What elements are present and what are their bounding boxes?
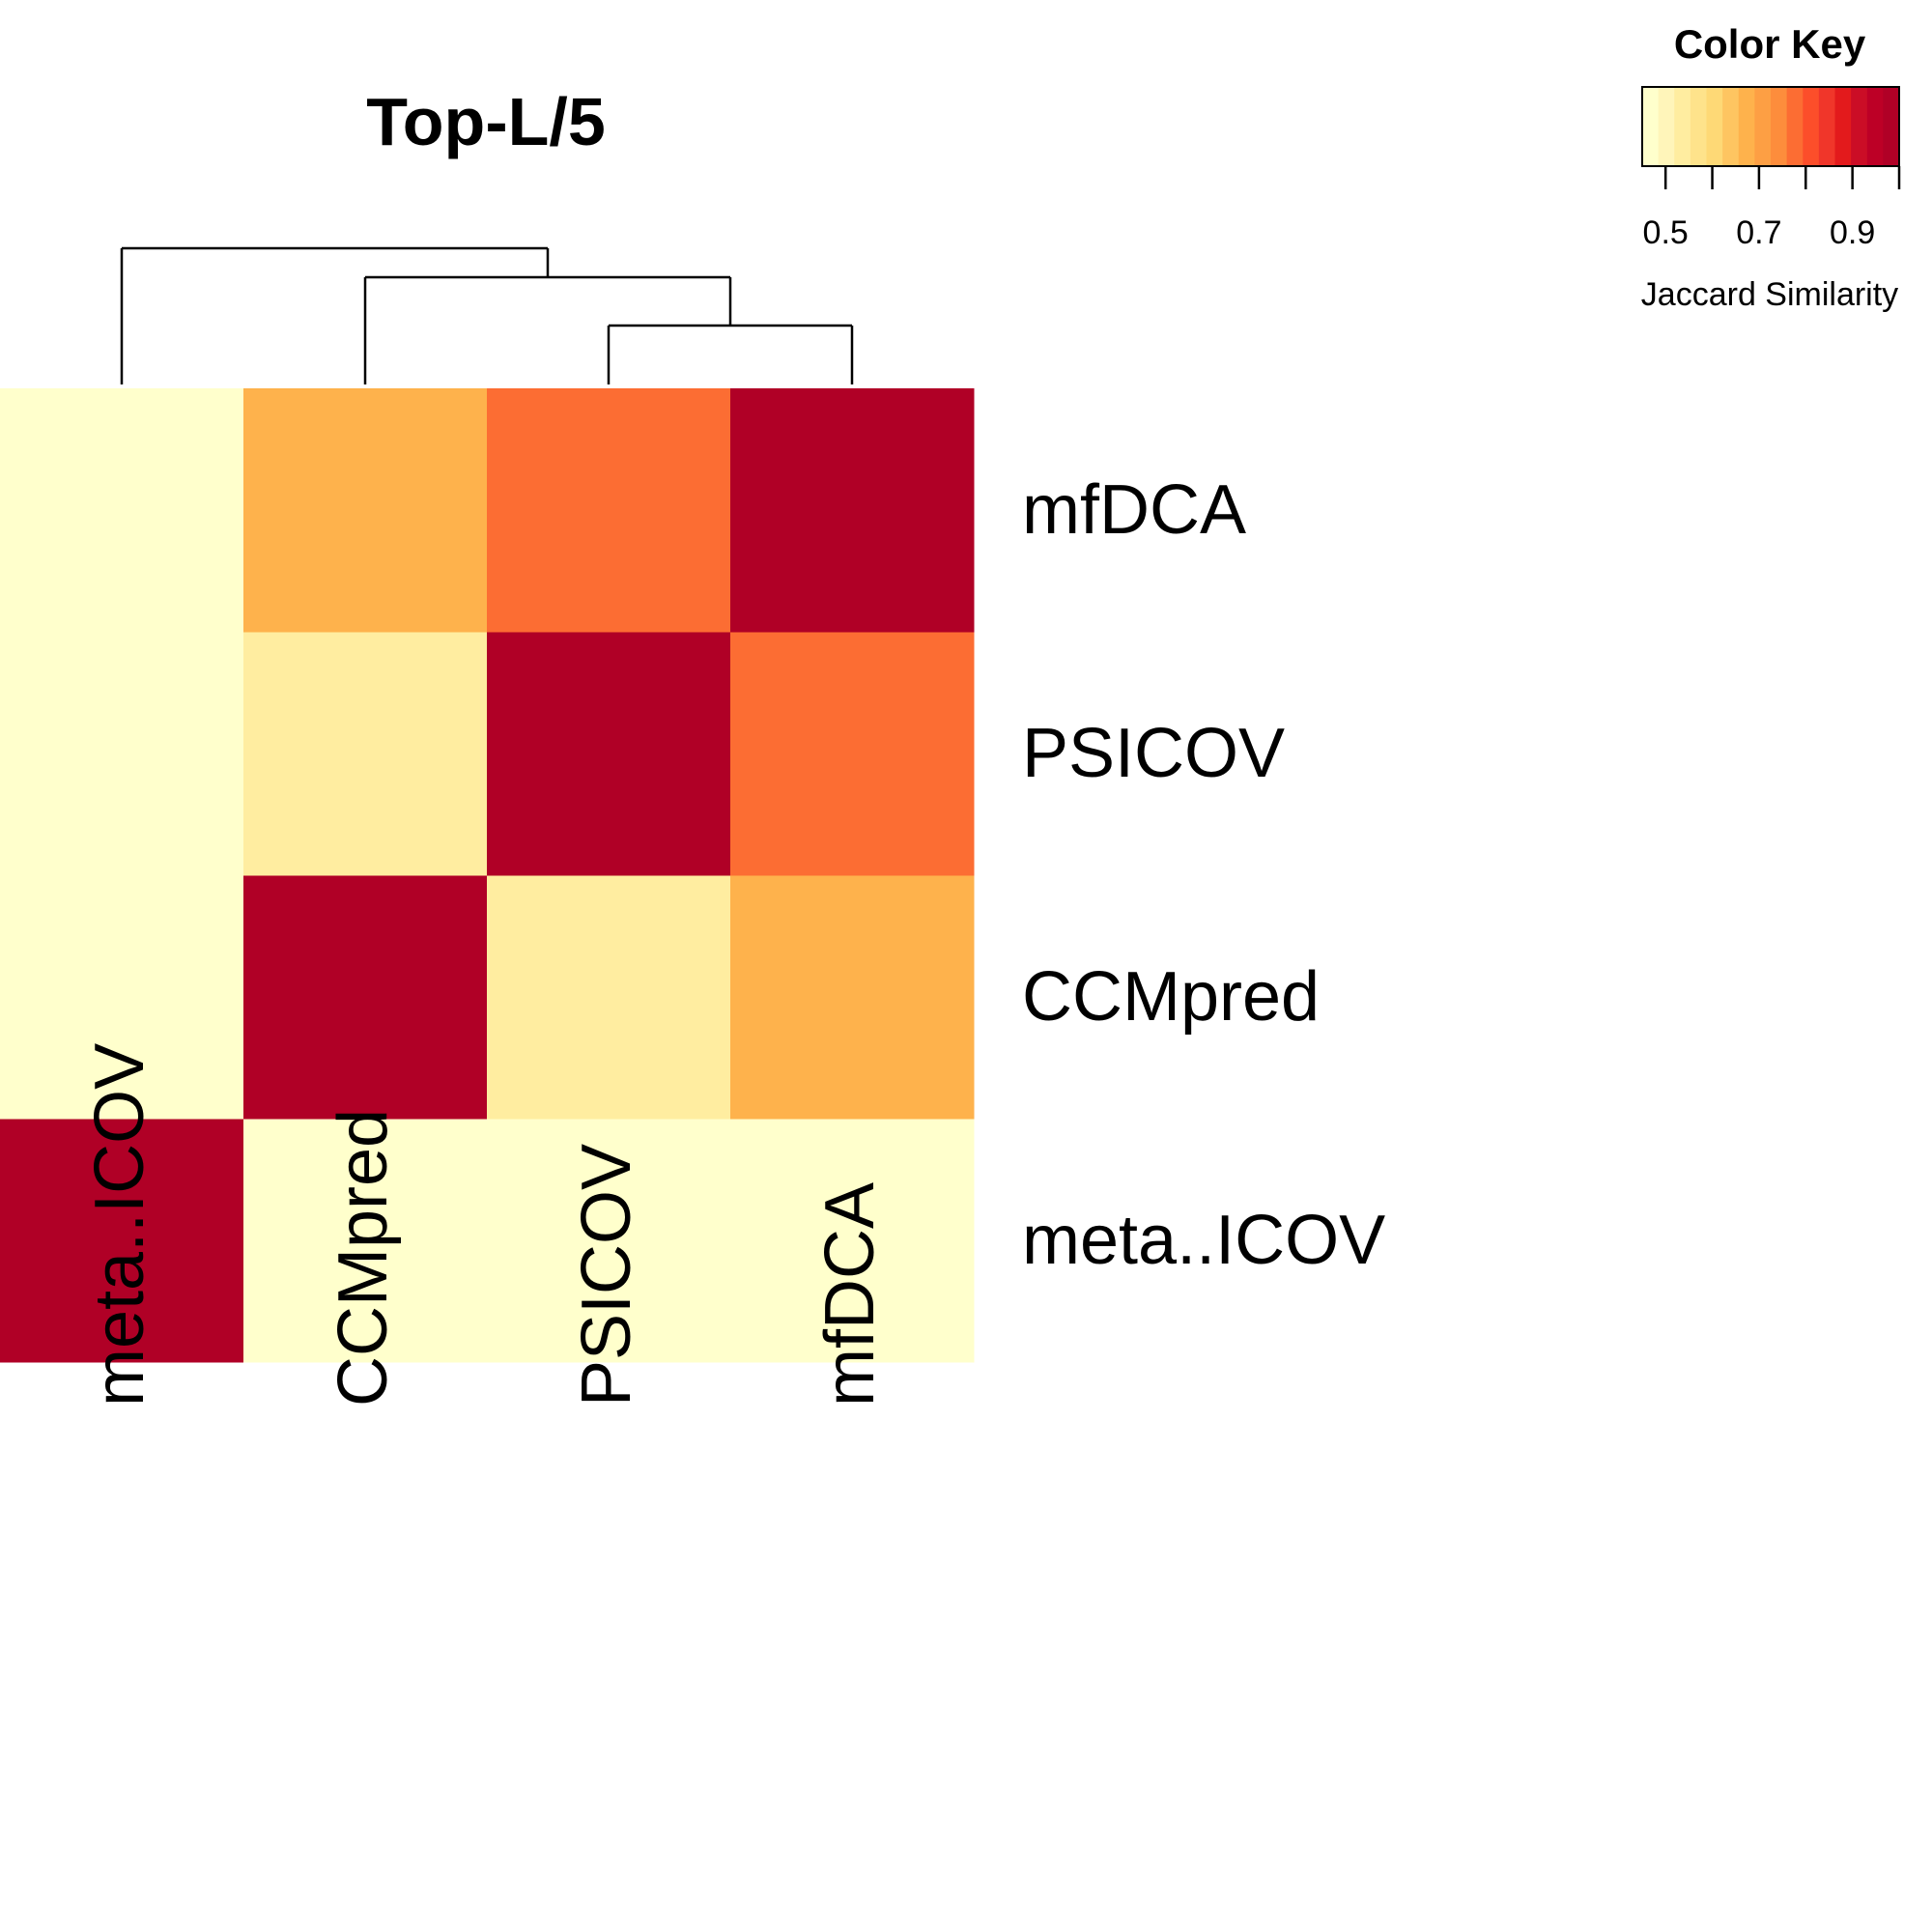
color-key-swatch xyxy=(1738,87,1755,166)
heatmap-cell-0-0 xyxy=(0,1119,244,1363)
heatmap-cell-2-1 xyxy=(243,632,488,876)
heatmap-cell-3-0 xyxy=(0,388,244,633)
color-key-swatch xyxy=(1786,87,1804,166)
column-label: meta..ICOV xyxy=(81,1043,158,1406)
row-label: PSICOV xyxy=(1022,715,1285,792)
color-key-swatch xyxy=(1642,87,1660,166)
heatmap-cell-2-3 xyxy=(730,632,975,876)
color-key-swatch xyxy=(1866,87,1884,166)
color-key: Color Key 0.5 0.7 0.9 Jaccard Similarity xyxy=(1641,21,1901,313)
heatmap-cell-3-1 xyxy=(243,388,488,633)
column-label: mfDCA xyxy=(811,1182,889,1406)
color-key-ticks: 0.5 0.7 0.9 xyxy=(1643,166,1901,251)
color-key-xlabel: Jaccard Similarity xyxy=(1641,276,1898,313)
row-label: CCMpred xyxy=(1022,958,1320,1036)
color-key-tick-label: 0.5 xyxy=(1643,214,1689,251)
color-key-swatch xyxy=(1706,87,1723,166)
heatmap-cell-1-1 xyxy=(243,875,488,1120)
color-key-swatch xyxy=(1851,87,1868,166)
heatmap-cell-0-3 xyxy=(730,1119,975,1363)
heatmap-cell-0-1 xyxy=(243,1119,488,1363)
row-label: mfDCA xyxy=(1022,471,1246,549)
heatmap-cell-2-0 xyxy=(0,632,244,876)
color-key-swatch xyxy=(1754,87,1772,166)
heatmap-cell-1-0 xyxy=(0,875,244,1120)
color-key-swatch xyxy=(1834,87,1852,166)
color-key-swatch xyxy=(1722,87,1740,166)
heatmap-cell-1-3 xyxy=(730,875,975,1120)
color-key-swatch xyxy=(1818,87,1835,166)
column-dendrogram xyxy=(120,246,854,384)
color-key-frame xyxy=(1641,86,1900,167)
column-label: CCMpred xyxy=(325,1109,402,1406)
row-label: meta..ICOV xyxy=(1022,1202,1385,1279)
heatmap-cell-2-2 xyxy=(487,632,731,876)
color-key-tick-label: 0.7 xyxy=(1736,214,1781,251)
color-key-swatch xyxy=(1690,87,1707,166)
color-key-swatch xyxy=(1771,87,1788,166)
heatmap-cell-3-2 xyxy=(487,388,731,633)
color-key-swatch xyxy=(1883,87,1900,166)
color-key-swatches xyxy=(1642,87,1900,166)
color-key-swatch xyxy=(1803,87,1820,166)
row-labels: meta..ICOV CCMpred PSICOV mfDCA xyxy=(1022,471,1385,1279)
heatmap-cell-3-3 xyxy=(730,388,975,633)
color-key-swatch xyxy=(1674,87,1691,166)
chart-title: Top-L/5 xyxy=(366,84,606,159)
color-key-swatch xyxy=(1658,87,1675,166)
heatmap-cells xyxy=(0,388,975,1363)
column-labels: meta..ICOV CCMpred PSICOV mfDCA xyxy=(81,1043,889,1406)
heatmap-cell-1-2 xyxy=(487,875,731,1120)
color-key-tick-label: 0.9 xyxy=(1830,214,1875,251)
color-key-title: Color Key xyxy=(1674,21,1866,67)
heatmap-cell-0-2 xyxy=(487,1119,731,1363)
column-label: PSICOV xyxy=(568,1144,645,1406)
